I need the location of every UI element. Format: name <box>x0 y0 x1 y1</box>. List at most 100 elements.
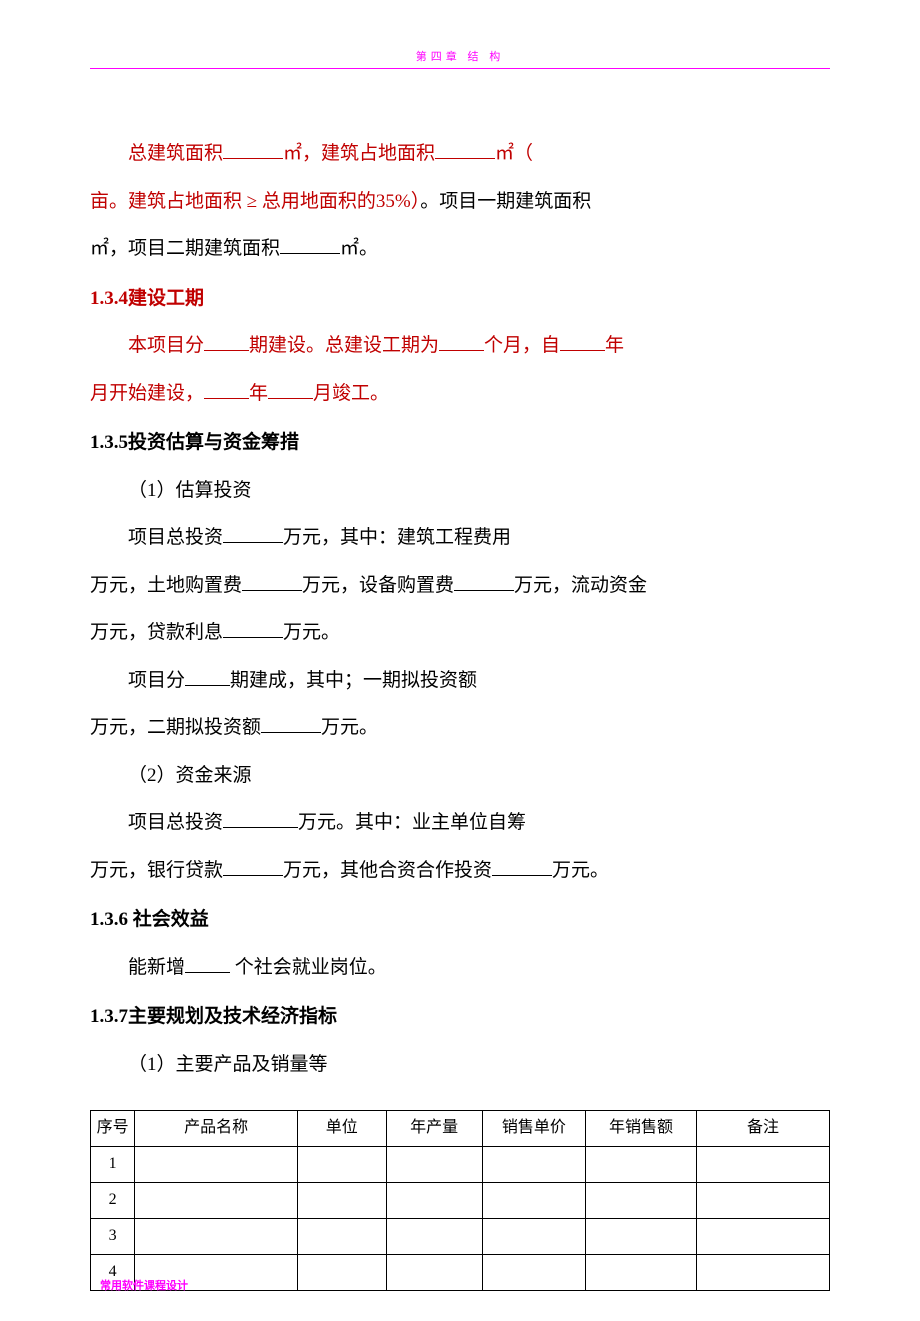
table-header-row: 序号 产品名称 单位 年产量 销售单价 年销售额 备注 <box>91 1111 830 1147</box>
para-fund-total: 项目总投资 万元。其中：业主单位自筹 <box>90 799 830 847</box>
text-segment: 月开始建设， <box>90 383 204 404</box>
table-cell <box>586 1147 697 1183</box>
text-segment: 个月，自 <box>484 335 560 356</box>
table-cell: 3 <box>91 1219 135 1255</box>
text-segment: 项目总投资 <box>128 527 223 548</box>
para-total-invest: 项目总投资 万元，其中：建筑工程费用 <box>90 514 830 562</box>
text-segment: ㎡（ <box>495 143 533 164</box>
table-header-cell: 单位 <box>297 1111 386 1147</box>
table-header-cell: 销售单价 <box>482 1111 585 1147</box>
text-segment: 万元。其中：业主单位自筹 <box>298 812 526 833</box>
blank-field <box>560 332 605 351</box>
text-segment: 期建设。总建设工期为 <box>249 335 439 356</box>
table-cell <box>135 1219 298 1255</box>
text-segment: 能新增 <box>128 957 185 978</box>
text-segment: 。项目一期建筑面积 <box>420 191 591 212</box>
para-products-title: （1）主要产品及销量等 <box>90 1041 830 1089</box>
para-phase: 项目分期建成，其中；一期拟投资额 <box>90 657 830 705</box>
para-invest-detail: 万元，土地购置费 万元，设备购置费 万元，流动资金 <box>90 562 830 610</box>
table-cell <box>386 1255 482 1291</box>
table-cell <box>297 1219 386 1255</box>
text-segment: ㎡，建筑占地面积 <box>283 143 435 164</box>
table-cell <box>482 1183 585 1219</box>
table-cell <box>386 1219 482 1255</box>
text-segment: 亩。建筑占地面积 ≥ 总用地面积的35%） <box>90 191 420 212</box>
text-segment: 年 <box>249 383 268 404</box>
para-area-line3: ㎡，项目二期建筑面积 ㎡。 <box>90 225 830 273</box>
text-segment: 万元，银行贷款 <box>90 860 223 881</box>
table-row: 4 <box>91 1255 830 1291</box>
blank-field <box>204 332 249 351</box>
para-area-line2: 亩。建筑占地面积 ≥ 总用地面积的35%）。项目一期建筑面积 <box>90 178 830 226</box>
text-segment: 个社会就业岗位。 <box>230 957 387 978</box>
blank-field <box>185 954 230 973</box>
blank-field <box>223 809 298 828</box>
blank-field <box>223 619 283 638</box>
text-segment: 万元，其他合资合作投资 <box>283 860 492 881</box>
blank-field <box>223 140 283 159</box>
table-cell <box>482 1147 585 1183</box>
table-cell <box>482 1255 585 1291</box>
text-segment: 万元，其中：建筑工程费用 <box>283 527 511 548</box>
text-segment: 项目总投资 <box>128 812 223 833</box>
table-cell <box>696 1147 829 1183</box>
text-segment: 月竣工。 <box>313 383 389 404</box>
text-segment: 万元，设备购置费 <box>302 575 454 596</box>
table-cell <box>135 1183 298 1219</box>
page-header-title: 第四章 结 构 <box>0 48 920 64</box>
table-row: 2 <box>91 1183 830 1219</box>
header-rule <box>90 68 830 69</box>
text-segment: 年 <box>605 335 624 356</box>
blank-field <box>242 572 302 591</box>
table-cell <box>696 1219 829 1255</box>
text-segment: 万元，二期拟投资额 <box>90 717 261 738</box>
text-segment: 万元。 <box>552 860 609 881</box>
text-segment: 万元，土地购置费 <box>90 575 242 596</box>
text-segment: 万元，流动资金 <box>514 575 647 596</box>
blank-field <box>204 380 249 399</box>
para-construction-period: 本项目分 期建设。总建设工期为 个月，自 年 <box>90 322 830 370</box>
heading-134: 1.3.4建设工期 <box>90 275 830 323</box>
table-cell <box>586 1183 697 1219</box>
para-loan: 万元，贷款利息 万元。 <box>90 609 830 657</box>
text-segment: ㎡。 <box>340 238 378 259</box>
blank-field <box>268 380 313 399</box>
table-header-cell: 产品名称 <box>135 1111 298 1147</box>
blank-field <box>261 714 321 733</box>
text-segment: 万元。 <box>283 622 340 643</box>
products-table: 序号 产品名称 单位 年产量 销售单价 年销售额 备注 1 2 <box>90 1110 830 1291</box>
para-fund-detail: 万元，银行贷款 万元，其他合资合作投资 万元。 <box>90 847 830 895</box>
text-segment: ㎡，项目二期建筑面积 <box>90 238 280 259</box>
table-cell <box>482 1219 585 1255</box>
table-cell <box>696 1255 829 1291</box>
table-cell <box>386 1147 482 1183</box>
table-cell: 2 <box>91 1183 135 1219</box>
para-estimate-title: （1）估算投资 <box>90 467 830 515</box>
para-phase-2: 万元，二期拟投资额 万元。 <box>90 704 830 752</box>
table-row: 3 <box>91 1219 830 1255</box>
table-header-cell: 年销售额 <box>586 1111 697 1147</box>
para-social: 能新增 个社会就业岗位。 <box>90 944 830 992</box>
table-cell <box>297 1255 386 1291</box>
table-cell: 1 <box>91 1147 135 1183</box>
blank-field <box>223 524 283 543</box>
table-header-cell: 年产量 <box>386 1111 482 1147</box>
table-cell <box>696 1183 829 1219</box>
blank-field <box>492 857 552 876</box>
blank-field <box>454 572 514 591</box>
para-fund-source-title: （2）资金来源 <box>90 752 830 800</box>
table-header-cell: 序号 <box>91 1111 135 1147</box>
table-cell <box>297 1147 386 1183</box>
text-segment: 万元，贷款利息 <box>90 622 223 643</box>
text-segment: 本项目分 <box>128 335 204 356</box>
table-header-cell: 备注 <box>696 1111 829 1147</box>
text-segment: 万元。 <box>321 717 378 738</box>
blank-field <box>439 332 484 351</box>
blank-field <box>280 235 340 254</box>
text-segment: 总建筑面积 <box>128 143 223 164</box>
heading-137: 1.3.7主要规划及技术经济指标 <box>90 993 830 1041</box>
text-segment: 期建成，其中；一期拟投资额 <box>230 670 477 691</box>
table-row: 1 <box>91 1147 830 1183</box>
table-cell <box>586 1255 697 1291</box>
para-construction-period-2: 月开始建设， 年 月竣工。 <box>90 370 830 418</box>
